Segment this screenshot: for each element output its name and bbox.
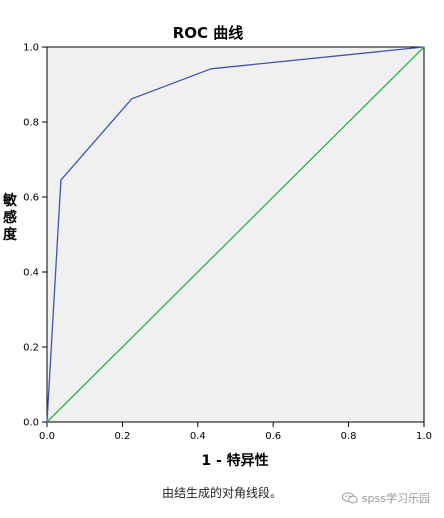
y-tick-label: 0.4 <box>23 268 39 279</box>
watermark: spss学习乐园 <box>341 490 430 506</box>
watermark-text: spss学习乐园 <box>361 492 430 505</box>
x-tick-label: 0.4 <box>190 431 206 442</box>
chart-footnote: 由结生成的对角线段。 <box>161 486 282 500</box>
y-axis-label-char: 敏 <box>2 192 18 209</box>
y-axis-label-char: 感 <box>3 209 17 226</box>
x-tick-label: 0.8 <box>341 431 357 442</box>
y-tick-label: 1.0 <box>23 43 39 54</box>
y-tick-label: 0.2 <box>23 343 39 354</box>
roc-curve-line <box>46 46 425 423</box>
x-axis-label: 1 - 特异性 <box>201 452 268 469</box>
y-axis-label-char: 度 <box>3 226 18 243</box>
x-tick-label: 1.0 <box>416 431 432 442</box>
y-tick-label: 0.6 <box>23 193 39 204</box>
x-tick-label: 0.6 <box>265 431 281 442</box>
y-tick-label: 0.8 <box>23 118 39 129</box>
wechat-icon <box>341 492 358 504</box>
y-axis-label: 敏感度 <box>2 192 18 243</box>
roc-chart: ROC 曲线 0.0 0.2 0.4 0.6 0.8 1.0 0.0 0.2 0.4 0.6 0.8… <box>2 24 432 469</box>
y-tick-label: 0.0 <box>23 418 39 429</box>
axis-ticks: 0.0 0.2 0.4 0.6 0.8 1.0 0.0 0.2 0.4 0.6 0.8 1.0 <box>23 43 432 443</box>
reference-diagonal-line <box>46 46 425 423</box>
chart-title: ROC 曲线 <box>173 24 244 42</box>
x-tick-label: 0.0 <box>39 431 55 442</box>
x-tick-label: 0.2 <box>114 431 130 442</box>
series-layer <box>46 46 425 423</box>
